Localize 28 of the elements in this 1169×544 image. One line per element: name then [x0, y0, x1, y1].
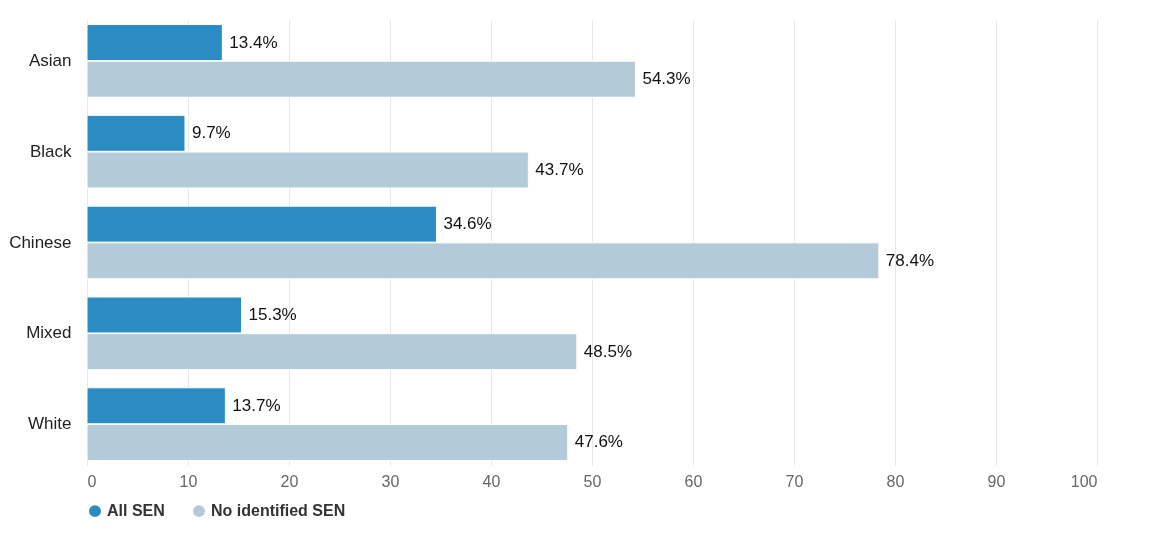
x-tick-label: 0 — [87, 472, 97, 490]
x-tick-label: 40 — [482, 472, 501, 490]
data-label: 78.4% — [885, 250, 935, 270]
y-tick-label: Black — [29, 141, 72, 161]
data-label: 9.7% — [191, 123, 231, 143]
data-label: 43.7% — [535, 160, 584, 180]
y-tick-label: White — [28, 414, 72, 434]
data-label: 54.3% — [642, 69, 691, 89]
data-label: 47.6% — [574, 432, 623, 452]
x-tick-label: 100 — [1070, 472, 1098, 490]
y-tick-label: Chinese — [9, 232, 72, 252]
x-tick-label: 90 — [987, 472, 1006, 490]
x-tick-label: 10 — [179, 472, 198, 490]
x-tick-label: 60 — [684, 472, 703, 490]
x-tick-label: 80 — [886, 472, 905, 490]
data-label: 13.4% — [229, 32, 278, 52]
data-label: 34.6% — [443, 214, 492, 234]
data-label: 15.3% — [248, 304, 297, 324]
x-tick-label: 30 — [381, 472, 400, 490]
y-tick-label: Mixed — [26, 323, 72, 343]
legend-label: No identified SEN — [211, 502, 346, 520]
legend-label: All SEN — [107, 502, 165, 520]
y-tick-label: Asian — [28, 50, 72, 70]
x-tick-label: 70 — [785, 472, 804, 490]
x-tick-label: 50 — [583, 472, 602, 490]
x-tick-label: 20 — [280, 472, 299, 490]
data-label: 13.7% — [232, 395, 281, 415]
data-label: 48.5% — [583, 341, 633, 361]
